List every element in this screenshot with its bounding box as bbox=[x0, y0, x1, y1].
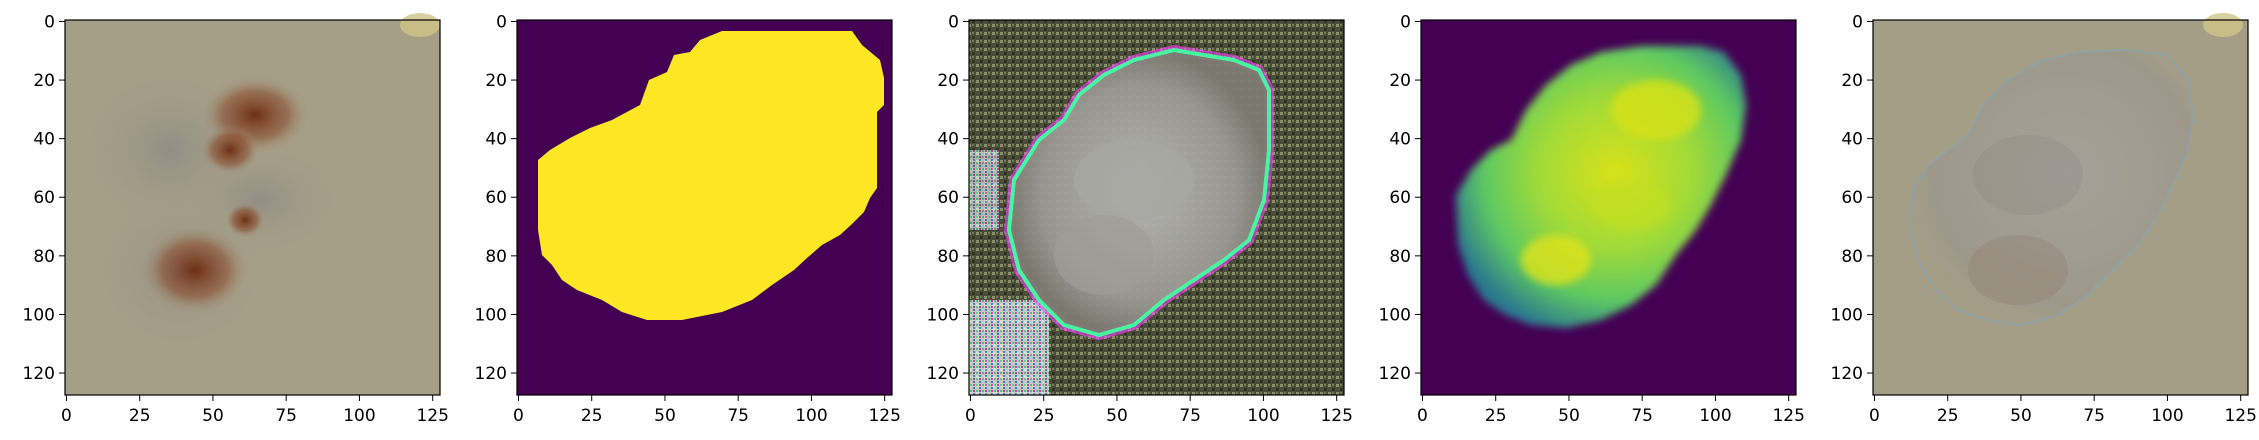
panel-3-y-tick-label: 60 bbox=[937, 188, 959, 208]
panel-1-image bbox=[65, 13, 440, 395]
panel-3-x-tick-label: 100 bbox=[1247, 406, 1279, 426]
panel-2-y-tick-label: 100 bbox=[475, 305, 507, 325]
panel-2-y-tick-label: 40 bbox=[485, 130, 507, 150]
panel-1-y-tick-label: 120 bbox=[23, 364, 55, 384]
panel-4-y-tick-label: 20 bbox=[1389, 71, 1411, 91]
panel-1-y-tick-label: 40 bbox=[33, 130, 55, 150]
image-panel-1: 0 25 50 75 100 125 0 20 40 60 80 100 120 bbox=[0, 0, 452, 440]
panel-4-y-tick-label: 80 bbox=[1389, 247, 1411, 267]
panel-3-y-tick-label: 0 bbox=[948, 12, 959, 32]
panel-3-image bbox=[969, 20, 1344, 395]
panel-4-x-tick-label: 125 bbox=[1772, 406, 1804, 426]
panel-3-x-tick-label: 25 bbox=[1033, 406, 1055, 426]
panel-1-x-tick-label: 50 bbox=[202, 406, 224, 426]
panel-3-x-tick-label: 0 bbox=[965, 406, 976, 426]
panel-1-x-tick-label: 25 bbox=[129, 406, 151, 426]
panel-5-x-tick-label: 0 bbox=[1869, 406, 1880, 426]
panel-5-x-tick-label: 100 bbox=[2151, 406, 2183, 426]
panel-1-x-tick-label: 125 bbox=[416, 406, 448, 426]
panel-5-x-tick-label: 125 bbox=[2224, 406, 2256, 426]
panel-4-y-tick-label: 60 bbox=[1389, 188, 1411, 208]
panel-2-x-tick-label: 75 bbox=[727, 406, 749, 426]
panel-1-y-tick-label: 100 bbox=[23, 305, 55, 325]
panel-3-y-tick-label: 20 bbox=[937, 71, 959, 91]
panel-1-y-tick-label: 60 bbox=[33, 188, 55, 208]
panel-5-frame bbox=[1872, 19, 2249, 396]
image-panel-3: 0 25 50 75 100 125 0 20 40 60 80 100 120 bbox=[904, 0, 1356, 440]
panel-1-y-tick-label: 20 bbox=[33, 71, 55, 91]
panel-5-axes: 0 25 50 75 100 125 0 20 40 60 80 100 120 bbox=[1831, 12, 2257, 426]
panel-3-y-tick-label: 40 bbox=[937, 130, 959, 150]
panel-4-x-tick-label: 75 bbox=[1631, 406, 1653, 426]
panel-2-x-tick-label: 0 bbox=[513, 406, 524, 426]
panel-4-svg: 0 25 50 75 100 125 0 20 40 60 80 100 120 bbox=[1379, 12, 1805, 426]
panel-5-image bbox=[1873, 13, 2248, 395]
panel-1-frame bbox=[64, 19, 441, 396]
panel-3-y-tick-label: 80 bbox=[937, 247, 959, 267]
panel-4-y-tick-label: 100 bbox=[1379, 305, 1411, 325]
panel-4-y-tick-label: 120 bbox=[1379, 364, 1411, 384]
panel-3-frame bbox=[968, 19, 1345, 396]
panel-3-x-tick-label: 125 bbox=[1320, 406, 1352, 426]
panel-2-y-tick-label: 80 bbox=[485, 247, 507, 267]
panel-4-frame bbox=[1420, 19, 1797, 396]
panel-1-x-tick-label: 75 bbox=[275, 406, 297, 426]
panel-5-y-tick-label: 100 bbox=[1831, 305, 1863, 325]
panel-5-svg: 0 25 50 75 100 125 0 20 40 60 80 100 120 bbox=[1831, 12, 2257, 426]
panel-3-y-tick-label: 120 bbox=[927, 364, 959, 384]
panel-5-x-tick-label: 25 bbox=[1937, 406, 1959, 426]
panel-2-svg: 0 25 50 75 100 125 0 20 40 60 80 100 120 bbox=[475, 12, 901, 426]
panel-3-x-tick-label: 50 bbox=[1106, 406, 1128, 426]
panel-3-svg: 0 25 50 75 100 125 0 20 40 60 80 100 120 bbox=[927, 12, 1353, 426]
panel-2-x-tick-label: 125 bbox=[868, 406, 900, 426]
panel-2-frame bbox=[516, 19, 893, 396]
panel-2-x-tick-label: 25 bbox=[581, 406, 603, 426]
panel-5-y-tick-label: 60 bbox=[1841, 188, 1863, 208]
panel-1-svg: 0 25 50 75 100 125 0 20 40 60 80 100 120 bbox=[23, 12, 449, 426]
image-panel-4: 0 25 50 75 100 125 0 20 40 60 80 100 120 bbox=[1356, 0, 1808, 440]
panel-5-x-tick-label: 50 bbox=[2010, 406, 2032, 426]
panel-5-x-tick-label: 75 bbox=[2083, 406, 2105, 426]
panel-1-x-tick-label: 100 bbox=[343, 406, 375, 426]
panel-2-y-tick-label: 120 bbox=[475, 364, 507, 384]
panel-2-x-tick-label: 50 bbox=[654, 406, 676, 426]
panel-4-x-tick-label: 0 bbox=[1417, 406, 1428, 426]
panel-4-x-tick-label: 50 bbox=[1558, 406, 1580, 426]
panel-4-x-tick-label: 25 bbox=[1485, 406, 1507, 426]
panel-1-axes: 0 25 50 75 100 125 0 20 40 60 80 100 120 bbox=[23, 12, 449, 426]
panel-5-y-tick-label: 20 bbox=[1841, 71, 1863, 91]
panel-4-image bbox=[1421, 20, 1796, 395]
panel-3-y-tick-label: 100 bbox=[927, 305, 959, 325]
panel-3-axes: 0 25 50 75 100 125 0 20 40 60 80 100 120 bbox=[927, 12, 1353, 426]
panel-5-y-tick-label: 40 bbox=[1841, 130, 1863, 150]
panel-5-y-tick-label: 120 bbox=[1831, 364, 1863, 384]
panel-2-axes: 0 25 50 75 100 125 0 20 40 60 80 100 120 bbox=[475, 12, 901, 426]
image-panel-5: 0 25 50 75 100 125 0 20 40 60 80 100 120 bbox=[1808, 0, 2259, 440]
panel-1-x-tick-label: 0 bbox=[61, 406, 72, 426]
panel-1-y-tick-label: 80 bbox=[33, 247, 55, 267]
image-panel-2: 0 25 50 75 100 125 0 20 40 60 80 100 120 bbox=[452, 0, 904, 440]
panel-3-x-tick-label: 75 bbox=[1179, 406, 1201, 426]
panel-4-y-tick-label: 40 bbox=[1389, 130, 1411, 150]
panel-4-x-tick-label: 100 bbox=[1699, 406, 1731, 426]
panel-2-image bbox=[517, 20, 892, 395]
panel-4-y-tick-label: 0 bbox=[1400, 12, 1411, 32]
panel-4-axes: 0 25 50 75 100 125 0 20 40 60 80 100 120 bbox=[1379, 12, 1805, 426]
panel-1-y-tick-label: 0 bbox=[44, 12, 55, 32]
panel-2-x-tick-label: 100 bbox=[795, 406, 827, 426]
panel-2-y-tick-label: 0 bbox=[496, 12, 507, 32]
panel-5-y-tick-label: 0 bbox=[1852, 12, 1863, 32]
panel-2-y-tick-label: 60 bbox=[485, 188, 507, 208]
panel-5-y-tick-label: 80 bbox=[1841, 247, 1863, 267]
panel-2-y-tick-label: 20 bbox=[485, 71, 507, 91]
